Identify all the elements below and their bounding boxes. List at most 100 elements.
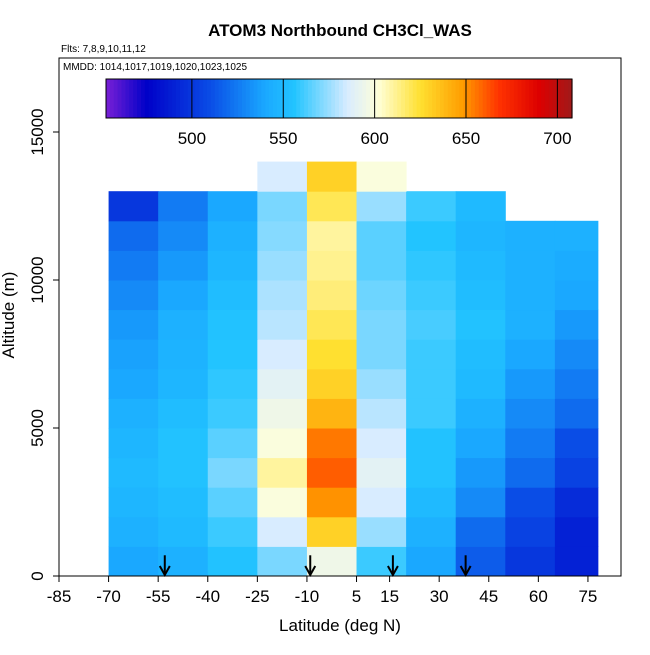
x-tick-label: 60: [529, 587, 548, 606]
x-tick-label: 45: [479, 587, 498, 606]
colorbar-segment: [525, 79, 530, 118]
colorbar-segment: [432, 79, 437, 118]
heatmap-cell: [554, 487, 599, 518]
colorbar-segment: [335, 79, 340, 118]
heatmap-cell: [505, 487, 556, 518]
colorbar-segment: [474, 79, 480, 118]
heatmap-cell: [356, 220, 407, 251]
x-tick-label: -10: [295, 587, 320, 606]
colorbar-segment: [416, 79, 422, 118]
heatmap-cell: [158, 339, 209, 370]
heatmap-cell: [554, 546, 599, 577]
y-tick-label: 0: [28, 571, 47, 580]
colorbar-segment: [401, 79, 406, 118]
colorbar-segment: [408, 79, 414, 118]
colorbar-segment: [179, 79, 185, 118]
heatmap-cell: [207, 487, 258, 518]
heatmap-cell: [554, 457, 599, 488]
x-tick-label: -55: [146, 587, 171, 606]
heatmap-cell: [505, 428, 556, 459]
colorbar-segment: [195, 79, 200, 118]
colorbar-segment: [385, 79, 391, 118]
heatmap-cell: [505, 546, 556, 577]
colorbar-segment: [311, 79, 317, 118]
colorbar-segment: [362, 79, 367, 118]
colorbar-segment: [292, 79, 297, 118]
colorbar-segment: [412, 79, 418, 118]
heatmap-cell: [356, 309, 407, 340]
heatmap-cell: [207, 546, 258, 577]
heatmap-cell: [554, 398, 599, 429]
colorbar-segment: [234, 79, 239, 118]
heatmap-cell: [257, 280, 308, 311]
heatmap-cell: [554, 250, 599, 281]
colorbar-segment: [447, 79, 453, 118]
colorbar-segment: [160, 79, 165, 118]
colorbar-segment: [455, 79, 460, 118]
colorbar-segment: [183, 79, 189, 118]
x-axis: -85 -70 -55 -40 -25 -10 5 15 30 45 60 75: [47, 576, 597, 606]
x-tick-label: 30: [430, 587, 449, 606]
heatmap-cell: [207, 250, 258, 281]
colorbar-segment: [373, 79, 379, 118]
heatmap-cell: [505, 250, 556, 281]
heatmap-cell: [306, 161, 358, 192]
colorbar-segment: [424, 79, 429, 118]
heatmap-cell: [158, 398, 209, 429]
heatmap-cell: [207, 191, 258, 222]
heatmap-cell: [108, 487, 159, 518]
heatmap-cell: [158, 487, 209, 518]
heatmap-cell: [306, 398, 358, 429]
colorbar-segment: [203, 79, 208, 118]
heatmap-cell: [455, 398, 506, 429]
heatmap-cell: [554, 428, 599, 459]
heatmap-cell: [406, 220, 457, 251]
colorbar-segment: [230, 79, 235, 118]
heatmap-cell: [108, 398, 159, 429]
colorbar-segment: [509, 79, 515, 118]
heatmap-cell: [455, 280, 506, 311]
heatmap-cell: [306, 457, 358, 488]
colorbar-segment: [125, 79, 130, 118]
colorbar-segment: [342, 79, 348, 118]
heatmap-cell: [455, 309, 506, 340]
colorbar-segment: [482, 79, 488, 118]
colorbar-segment: [253, 79, 259, 118]
heatmap-cell: [257, 161, 308, 192]
heatmap-cell: [257, 250, 308, 281]
arrow-head: [158, 565, 171, 578]
heatmap-cell: [207, 368, 258, 399]
heatmap-cell: [455, 250, 506, 281]
colorbar-segment: [249, 79, 255, 118]
colorbar-segment: [245, 79, 251, 118]
heatmap-cell: [108, 516, 159, 547]
colorbar-segment: [502, 79, 507, 118]
colorbar-segment: [168, 79, 173, 118]
heatmap-cell: [257, 516, 308, 547]
heatmap-cell: [306, 516, 358, 547]
heatmap-cell: [207, 398, 258, 429]
colorbar-segment: [505, 79, 511, 118]
heatmap-cell: [356, 516, 407, 547]
colorbar-segment: [199, 79, 204, 118]
colorbar-segment: [397, 79, 402, 118]
colorbar-segment: [164, 79, 169, 118]
x-tick-label: -40: [195, 587, 220, 606]
colorbar-segment: [420, 79, 426, 118]
colorbar-segment: [175, 79, 181, 118]
heatmap-cell: [108, 546, 159, 577]
heatmap-cell: [455, 457, 506, 488]
y-axis: 0 5000 10000 15000: [28, 108, 59, 581]
heatmap-cell: [505, 220, 556, 251]
heatmap-cell: [207, 309, 258, 340]
heatmap-cell: [257, 428, 308, 459]
heatmap-cell: [108, 428, 159, 459]
heatmap-cell: [257, 309, 308, 340]
heatmap-cell: [306, 339, 358, 370]
heatmap-cell: [455, 516, 506, 547]
colorbar-segment: [389, 79, 394, 118]
heatmap-cell: [406, 191, 457, 222]
heatmap-cell: [455, 428, 506, 459]
heatmap-cell: [158, 516, 209, 547]
x-tick-label: -70: [96, 587, 121, 606]
